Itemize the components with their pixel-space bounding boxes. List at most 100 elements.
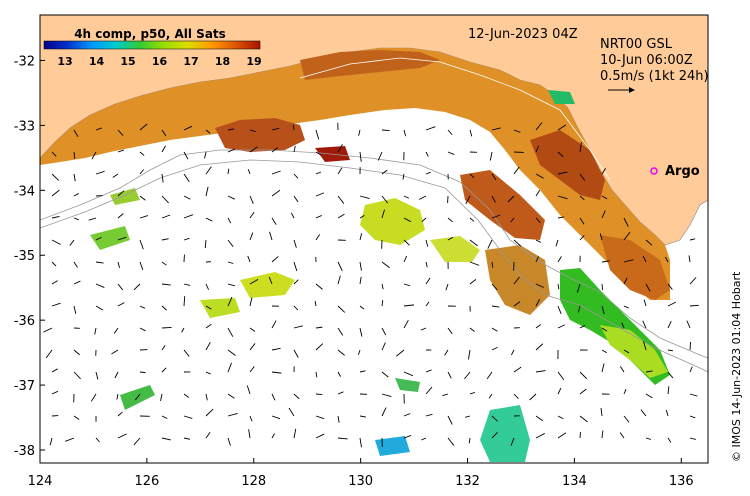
current-vector xyxy=(227,148,236,153)
x-tick-label: 136 xyxy=(669,474,694,489)
current-vector xyxy=(337,144,343,153)
current-vector xyxy=(249,129,256,133)
current-vector xyxy=(337,305,346,313)
current-vector xyxy=(640,409,647,417)
current-vector xyxy=(249,327,256,332)
colorbar-tick-label: 16 xyxy=(152,55,168,68)
current-vector xyxy=(293,305,299,311)
current-vector xyxy=(205,408,214,417)
current-vector xyxy=(403,319,409,329)
current-vector xyxy=(513,166,520,175)
sst-yellowgreen-plume xyxy=(600,325,668,378)
current-vector xyxy=(557,371,565,381)
current-vector xyxy=(359,415,367,418)
current-vector xyxy=(139,261,144,270)
current-vector xyxy=(205,283,210,290)
current-vector xyxy=(403,371,414,377)
current-vector xyxy=(601,167,606,175)
current-vector xyxy=(381,327,387,336)
current-vector xyxy=(95,170,105,175)
current-vector xyxy=(117,261,120,268)
current-vector xyxy=(116,393,119,400)
current-vector xyxy=(359,370,366,373)
current-vector xyxy=(557,324,565,329)
current-vector xyxy=(557,283,560,290)
current-vector xyxy=(95,261,104,264)
current-vector xyxy=(645,283,651,292)
current-vector xyxy=(183,151,189,160)
current-info: NRT00 GSL 10-Jun 06:00Z 0.5m/s (1kt 24h) xyxy=(600,37,709,84)
current-vector xyxy=(667,349,674,352)
current-vector xyxy=(667,386,670,395)
current-vector xyxy=(113,327,119,334)
current-vector xyxy=(447,371,452,379)
current-vector xyxy=(688,255,691,263)
current-vector xyxy=(51,239,61,245)
sst-cyan-patch xyxy=(480,405,530,462)
current-vector xyxy=(117,411,123,417)
x-axis: 124 126 128 130 132 134 136 xyxy=(28,458,694,489)
current-vector xyxy=(227,217,232,224)
current-vector xyxy=(513,366,522,373)
current-vector xyxy=(227,239,234,248)
current-vector xyxy=(444,349,449,356)
current-vector xyxy=(381,209,385,219)
y-tick-label: -37 xyxy=(14,379,35,394)
current-vector xyxy=(133,283,141,291)
current-vector xyxy=(315,283,323,290)
current-vector xyxy=(403,434,412,439)
current-vector xyxy=(601,260,610,263)
current-vector xyxy=(486,371,493,380)
current-vector xyxy=(601,283,604,291)
current-vector xyxy=(204,151,207,159)
current-vector xyxy=(403,413,411,417)
current-vector xyxy=(468,349,471,360)
current-vector xyxy=(425,171,431,175)
current-vector xyxy=(425,151,429,157)
current-vector xyxy=(359,261,362,271)
current-vector xyxy=(491,127,501,131)
current-vector xyxy=(579,325,586,329)
current-vector xyxy=(535,239,542,243)
current-vector xyxy=(623,388,627,395)
current-vector xyxy=(95,283,105,289)
current-vector xyxy=(183,415,193,419)
current-vector xyxy=(623,305,629,309)
argo-marker[interactable] xyxy=(650,167,658,175)
current-vector xyxy=(95,127,103,131)
current-vector xyxy=(491,195,496,203)
sst-warm-core-5 xyxy=(600,235,670,300)
current-vector xyxy=(249,366,255,373)
y-tick-label: -32 xyxy=(14,54,35,69)
current-vector xyxy=(579,388,587,395)
current-vector xyxy=(402,173,405,180)
current-vector xyxy=(535,173,544,179)
sst-yellow-blob-3 xyxy=(240,272,295,298)
current-info-line1: NRT00 GSL xyxy=(600,37,673,52)
current-vector xyxy=(183,437,191,440)
current-vector xyxy=(227,168,230,175)
current-vector xyxy=(95,305,104,311)
current-vector xyxy=(579,142,582,153)
current-vector xyxy=(579,371,588,380)
colorbar-bar xyxy=(43,40,261,50)
current-vector xyxy=(271,347,281,351)
x-tick-label: 126 xyxy=(134,474,159,489)
current-vector xyxy=(357,349,361,355)
current-vector xyxy=(293,173,299,179)
current-vector xyxy=(535,217,541,224)
current-vector xyxy=(181,327,185,333)
current-vector xyxy=(557,415,564,420)
current-vector xyxy=(134,393,141,401)
current-vector xyxy=(205,186,209,197)
current-vector xyxy=(51,173,60,181)
current-vector xyxy=(667,437,672,443)
current-vector xyxy=(469,279,477,285)
current-vector xyxy=(489,151,493,161)
current-vector xyxy=(465,415,471,418)
plot-area xyxy=(40,15,708,463)
current-vector xyxy=(161,345,166,351)
current-vector xyxy=(623,217,629,227)
current-vector xyxy=(183,393,190,398)
